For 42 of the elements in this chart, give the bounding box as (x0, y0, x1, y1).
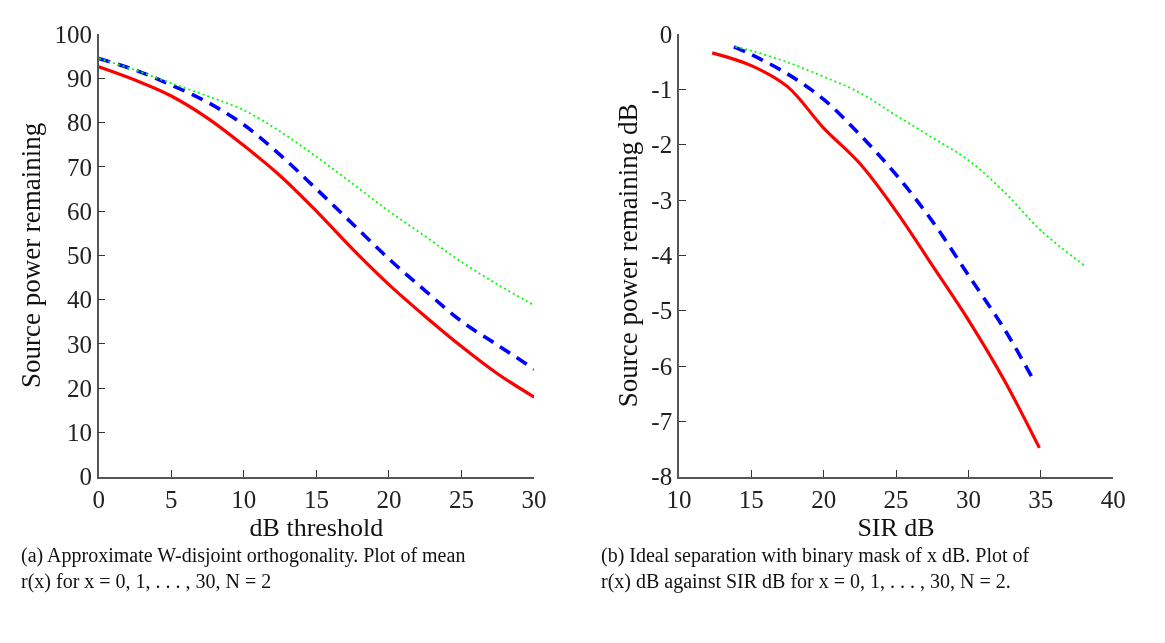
y-tick-label: -2 (651, 131, 673, 159)
y-tick-label: 10 (66, 419, 92, 447)
x-tick-label: 35 (1028, 486, 1054, 514)
x-tick-label: 20 (376, 486, 402, 514)
y-tick-label: 70 (66, 153, 92, 181)
y-tick-label: -1 (651, 76, 673, 104)
y-tick-label: 20 (66, 374, 92, 402)
line-series (710, 51, 1041, 450)
y-tick-label: -6 (651, 352, 673, 380)
x-tick-label: 10 (231, 486, 257, 514)
y-tick-label: 50 (66, 242, 92, 270)
x-tick-label: 30 (521, 486, 547, 514)
y-tick-label: 30 (66, 330, 92, 358)
line-series (98, 57, 535, 307)
y-tick-label: 0 (79, 463, 92, 491)
y-axis-title: Source power remaining (15, 122, 46, 389)
y-tick-label: 0 (659, 20, 673, 48)
y-tick-label: -5 (651, 297, 673, 325)
x-tick-label: 5 (164, 486, 178, 514)
line-series (732, 45, 1034, 380)
y-tick-label: 40 (66, 286, 92, 314)
x-tick-label: 25 (883, 486, 909, 514)
x-tick-label: 40 (1100, 486, 1126, 514)
y-tick-label: 100 (54, 20, 92, 48)
x-tick-label: 30 (955, 486, 981, 514)
y-axis-title: Source power remaining dB (612, 103, 643, 408)
y-tick-label: 90 (66, 65, 92, 93)
x-tick-label: 20 (811, 486, 837, 514)
y-tick-label: -4 (651, 242, 673, 270)
y-tick-label: 60 (66, 197, 92, 225)
y-tick-label: 80 (66, 109, 92, 137)
x-tick-label: 15 (738, 486, 764, 514)
x-axis-title: SIR dB (857, 513, 935, 543)
y-tick-label: -8 (651, 463, 673, 491)
text: (a) Approximate W-disjoint orthogonality. Plot of mean r(x) for x = 0, 1, . . . , 30, N = 2 (21, 544, 466, 593)
line-series (734, 45, 1087, 268)
x-axis-title: dB threshold (249, 513, 384, 543)
text: (b) Ideal separation with binary mask of x dB. Plot of r(x) dB against SIR dB for x = 0, 1, . . . , 30, N = 2. (601, 544, 1030, 593)
y-tick-label: -7 (651, 408, 673, 436)
y-tick-label: -3 (651, 186, 673, 214)
x-tick-label: 15 (303, 486, 329, 514)
x-tick-label: 25 (449, 486, 475, 514)
